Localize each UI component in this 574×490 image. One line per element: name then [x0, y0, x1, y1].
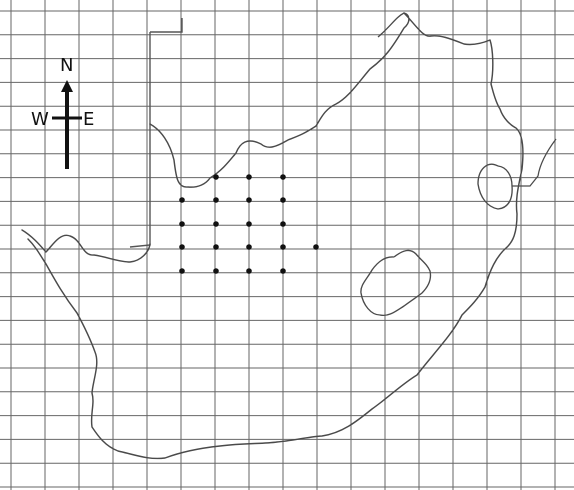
grid-dot-marker [179, 244, 185, 250]
grid-dot-marker [246, 174, 252, 180]
grid-dot-marker [213, 268, 219, 274]
grid-dot-marker [246, 244, 252, 250]
grid-dot-marker [280, 268, 286, 274]
grid-dot-marker [246, 221, 252, 227]
grid-dot-marker [179, 268, 185, 274]
grid-dot-marker [213, 174, 219, 180]
grid-dot-marker [280, 244, 286, 250]
grid-dots [179, 174, 319, 274]
north-border-line [150, 18, 183, 33]
north-label: N [60, 55, 73, 76]
east-coast-extension [512, 138, 557, 187]
inner-enclave-outline [360, 249, 432, 317]
grid-dot-marker [280, 174, 286, 180]
map-outlines [21, 12, 557, 460]
north-arrow-icon [61, 80, 73, 92]
grid-dot-marker [179, 197, 185, 203]
grid-dot-marker [313, 244, 319, 250]
compass-rose: N W E [31, 55, 94, 169]
eastern-enclave-outline [477, 163, 513, 210]
country-coastline [21, 12, 524, 460]
east-label: E [83, 109, 94, 130]
north-east-outline-segment [377, 12, 405, 38]
grid-dot-marker [213, 197, 219, 203]
grid-dot-marker [280, 221, 286, 227]
grid-dot-marker [246, 197, 252, 203]
grid-dot-marker [179, 221, 185, 227]
west-label: W [31, 109, 49, 130]
grid-dot-marker [280, 197, 286, 203]
grid-dot-marker [246, 268, 252, 274]
grid-dot-marker [213, 244, 219, 250]
grid-dot-marker [213, 221, 219, 227]
